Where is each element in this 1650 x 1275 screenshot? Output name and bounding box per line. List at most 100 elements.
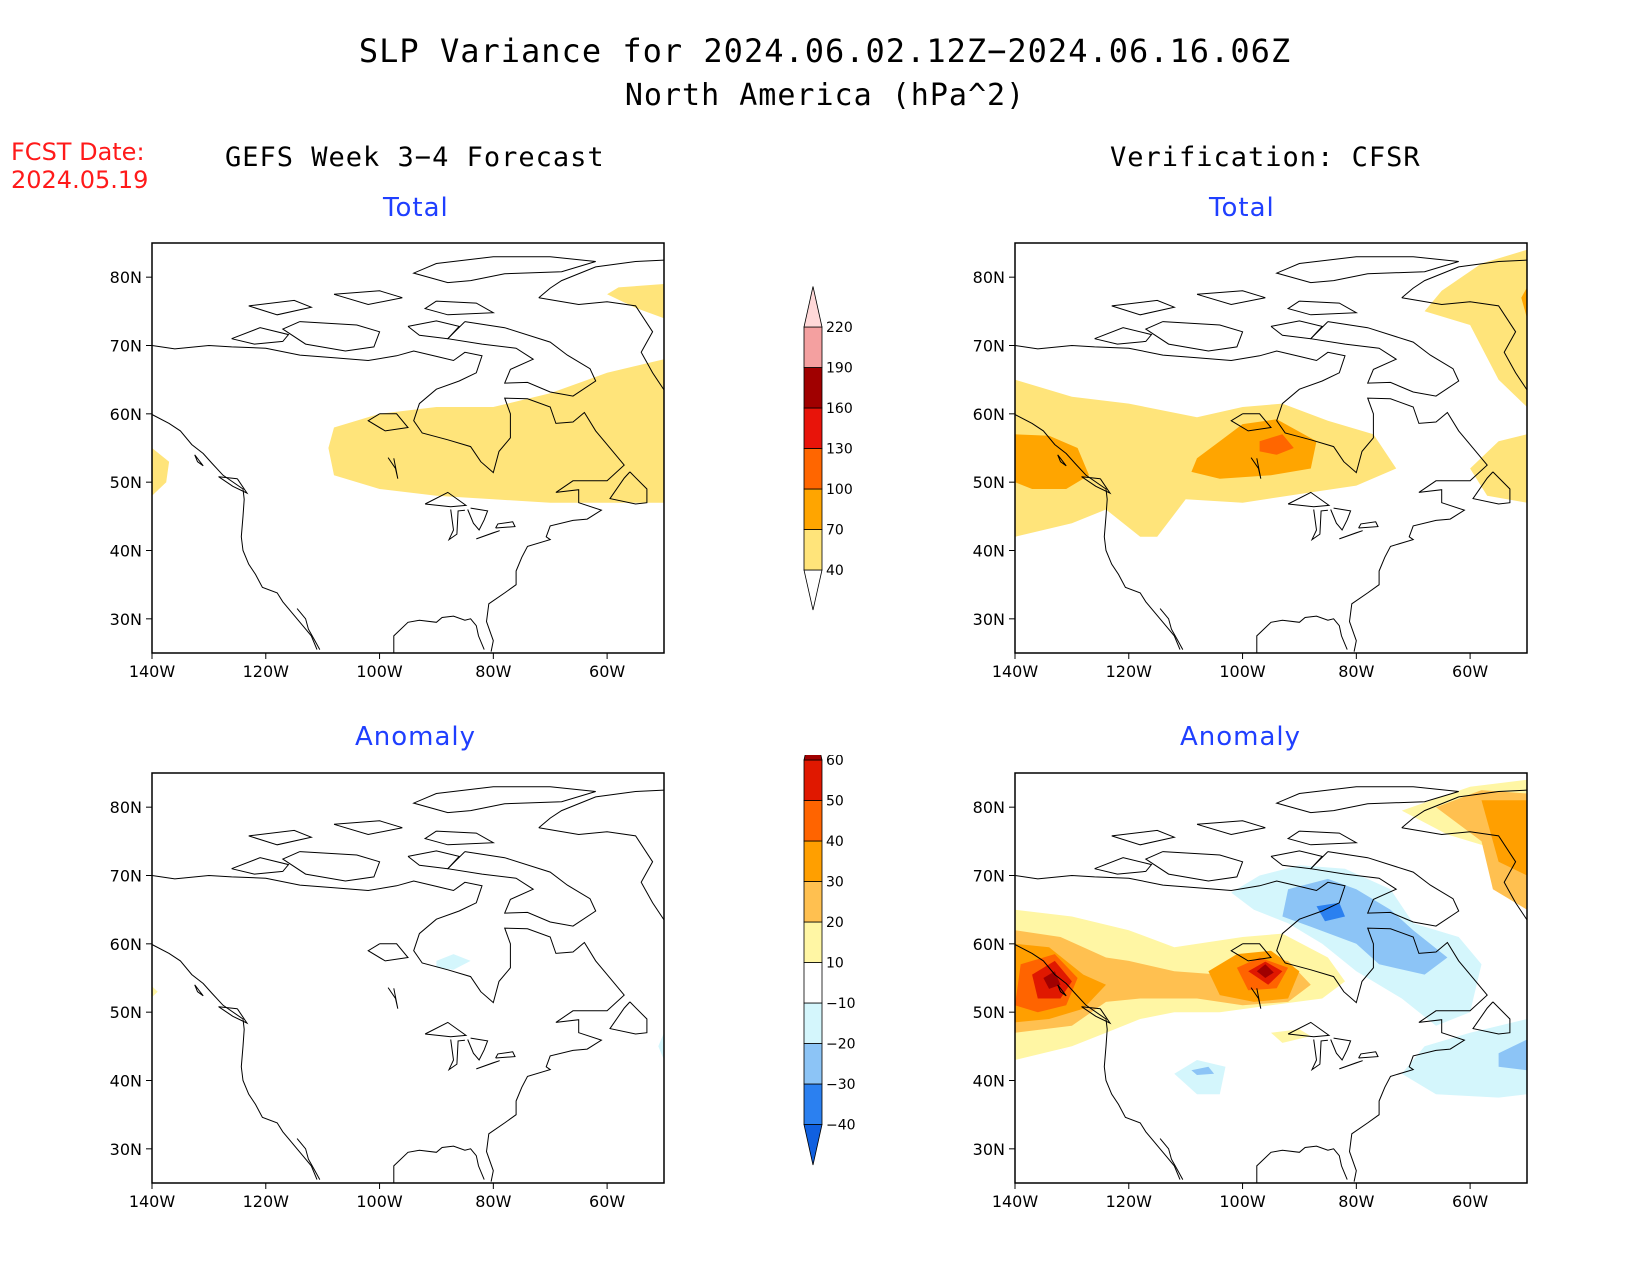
lon-tick-label: 80W	[1338, 662, 1374, 678]
colorbar-label: 160	[826, 401, 853, 417]
lat-tick-label: 80N	[973, 798, 1005, 817]
lat-tick-label: 60N	[973, 405, 1005, 424]
figure-title: SLP Variance for 2024.06.02.12Z−2024.06.…	[358, 32, 1292, 70]
colorbar-label: 20	[826, 915, 844, 931]
coastline	[1015, 344, 1488, 652]
coastline	[333, 820, 403, 836]
coastline	[1015, 874, 1488, 1182]
lat-tick-label: 70N	[973, 337, 1005, 356]
colorbar-segment	[803, 800, 823, 842]
map-frame	[1014, 242, 1528, 654]
coastline	[423, 830, 496, 846]
colorbar-label: 60	[826, 755, 844, 769]
colorbar-segment	[803, 367, 823, 409]
shaded-region	[1316, 902, 1345, 922]
coastline	[1310, 1039, 1328, 1072]
coastline	[1401, 789, 1527, 829]
coastline	[1275, 786, 1459, 814]
coastline	[1015, 944, 1181, 1180]
shaded-region	[328, 359, 664, 503]
lat-tick-label: 30N	[973, 1140, 1005, 1159]
coastline	[1094, 327, 1153, 345]
shaded-region	[1424, 249, 1527, 407]
shaded-region	[152, 448, 170, 496]
colorbar-segment	[803, 1002, 823, 1044]
coastline	[1256, 1145, 1348, 1183]
coastline	[387, 987, 399, 1009]
coastline	[1230, 413, 1272, 432]
lat-tick-label: 60N	[110, 405, 142, 424]
shaded-region	[1481, 800, 1527, 876]
colorbar-label: 30	[826, 875, 844, 891]
coastline	[1401, 259, 1527, 299]
coastline	[1286, 830, 1359, 846]
map-shading	[1015, 779, 1527, 1183]
coastline	[393, 1145, 485, 1183]
colorbar-label: 50	[826, 794, 844, 810]
coastline	[1057, 454, 1067, 467]
coastline	[1310, 509, 1328, 542]
lon-tick-label: 140W	[129, 1192, 176, 1208]
lat-tick-label: 60N	[110, 935, 142, 954]
shaded-region	[1256, 964, 1274, 978]
coastline	[447, 1039, 465, 1072]
colorbar-segment	[803, 1043, 823, 1085]
coastline	[1472, 1001, 1511, 1035]
coastline	[281, 321, 381, 352]
coastline	[1309, 851, 1460, 927]
coastline	[333, 290, 403, 306]
coastline	[152, 344, 625, 652]
colorbar-segment	[803, 921, 823, 963]
coastline	[1256, 615, 1348, 653]
coastline	[393, 615, 485, 653]
coastline	[231, 857, 290, 875]
map-shading	[1015, 249, 1527, 653]
coastline	[538, 827, 664, 937]
shaded-region	[1191, 419, 1317, 479]
coastline	[152, 414, 318, 650]
colorbar-lower-extension	[803, 569, 823, 611]
coastline	[1472, 471, 1511, 505]
shaded-region	[1015, 434, 1089, 489]
shaded-region	[658, 1032, 664, 1060]
coastline	[194, 984, 204, 997]
coastline	[1358, 1051, 1379, 1059]
colorbar-segment	[803, 326, 823, 368]
shaded-region	[1174, 1060, 1226, 1095]
coastline	[1196, 290, 1266, 306]
colorbar-label: 40	[826, 563, 844, 579]
column-title-verification: Verification: CFSR	[1110, 142, 1421, 173]
shaded-region	[1191, 1066, 1215, 1075]
coastline	[231, 327, 290, 345]
lon-tick-label: 80W	[1338, 1192, 1374, 1208]
lat-tick-label: 50N	[110, 1003, 142, 1022]
forecast-date-value: 2024.05.19	[11, 166, 149, 194]
shaded-region	[607, 284, 664, 319]
panel-title-verification-total: Total	[1209, 193, 1275, 223]
coastline	[194, 454, 204, 467]
coastline	[1196, 820, 1266, 836]
colorbar-segment	[803, 840, 823, 882]
colorbar-segment	[803, 1083, 823, 1125]
colorbar-upper-extension	[803, 286, 823, 328]
coastline	[407, 850, 461, 870]
map-forecast-anomaly: 80N 70N 60N 50N 40N 30N 140W 120W 100W 80W 60W	[110, 772, 665, 1208]
lat-tick-label: 60N	[973, 935, 1005, 954]
coastline	[281, 851, 381, 882]
coastline	[248, 299, 313, 316]
colorbar-label: −30	[826, 1077, 856, 1093]
coastline	[609, 1001, 648, 1035]
colorbar-anomaly: −40 −30 −20 −10 10 20 30 40 50 60	[803, 755, 856, 1166]
lat-tick-label: 80N	[110, 798, 142, 817]
colorbar-label: −20	[826, 1037, 856, 1053]
lat-tick-label: 70N	[110, 337, 142, 356]
coastline	[1339, 1060, 1363, 1070]
map-frame	[151, 242, 665, 654]
figure-subtitle: North America (hPa^2)	[624, 78, 1026, 113]
coastline	[446, 851, 597, 927]
coastline	[152, 874, 625, 1182]
lat-tick-label: 50N	[110, 473, 142, 492]
coastline	[248, 829, 313, 846]
colorbar-label: 100	[826, 482, 853, 498]
lon-tick-label: 120W	[1106, 1192, 1153, 1208]
